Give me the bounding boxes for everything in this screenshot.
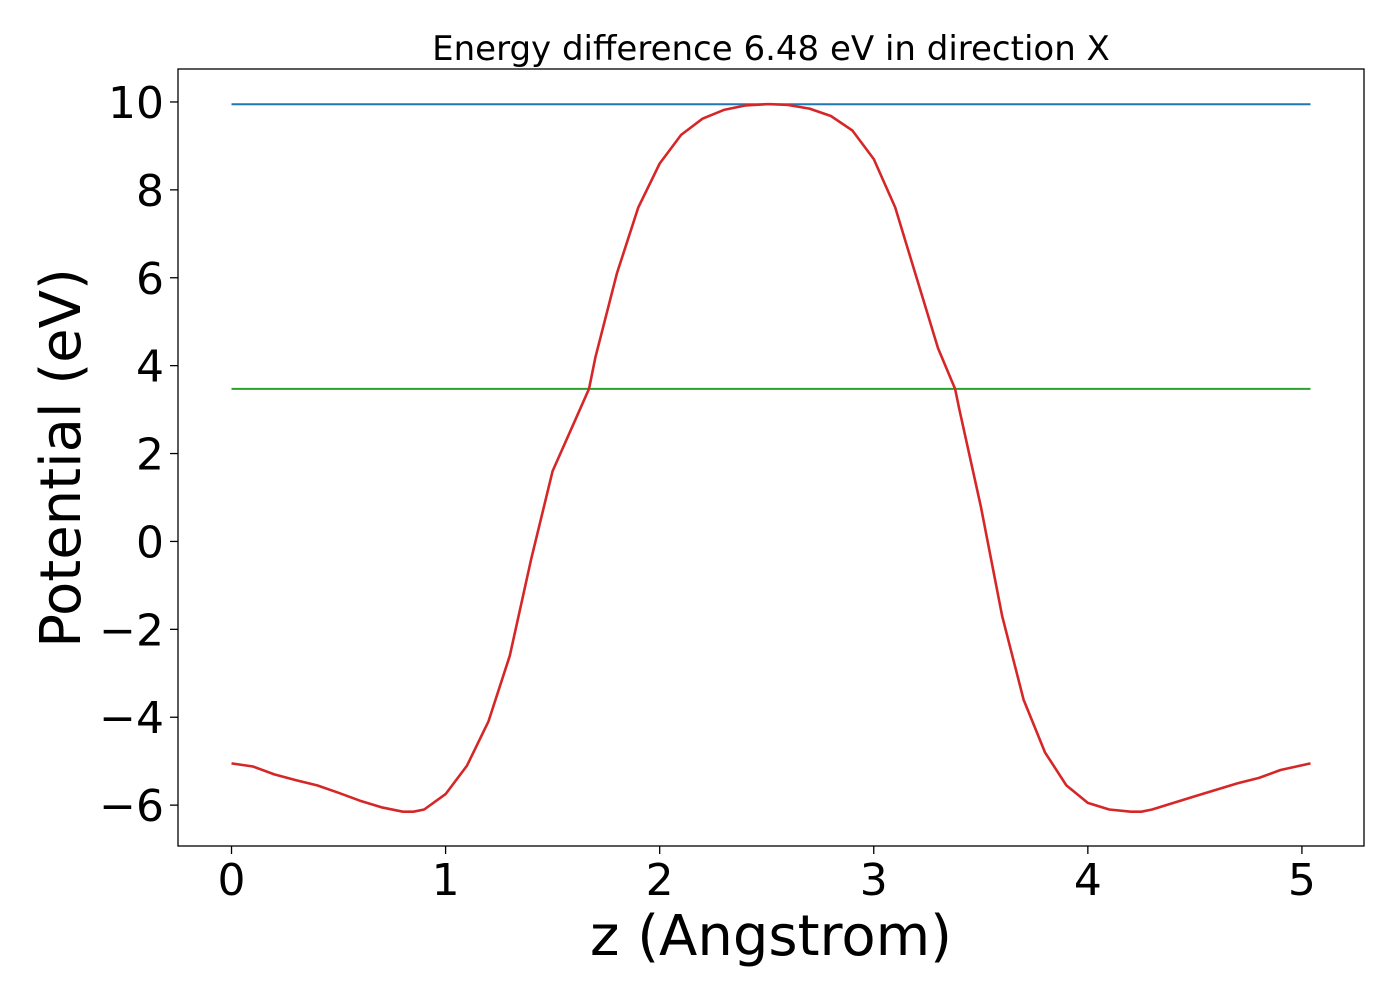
y-axis-label: Potential (eV) xyxy=(29,268,94,648)
x-tick-label: 1 xyxy=(432,855,460,906)
y-tick-label: −4 xyxy=(99,693,164,744)
y-tick-label: −6 xyxy=(99,781,164,832)
y-tick-label: 8 xyxy=(136,166,164,217)
series-line-2 xyxy=(231,102,1311,814)
x-tick-label: 2 xyxy=(646,855,674,906)
chart-title: Energy difference 6.48 eV in direction X xyxy=(432,29,1110,69)
x-axis-label: z (Angstrom) xyxy=(590,904,952,969)
y-tick-label: 4 xyxy=(136,342,164,393)
x-tick-label: 0 xyxy=(218,855,246,906)
x-tick-label: 5 xyxy=(1288,855,1316,906)
x-tick-label: 4 xyxy=(1074,855,1102,906)
y-tick-label: 2 xyxy=(136,430,164,481)
x-axis: 0 1 2 3 4 5 xyxy=(218,846,1316,906)
y-tick-label: 10 xyxy=(108,78,164,129)
y-tick-label: 6 xyxy=(136,254,164,305)
y-tick-label: 0 xyxy=(136,517,164,568)
y-axis: −6 −4 −2 0 2 4 6 8 10 xyxy=(99,78,178,832)
plot-lines xyxy=(231,102,1311,814)
y-tick-label: −2 xyxy=(99,605,164,656)
x-tick-label: 3 xyxy=(860,855,888,906)
plot-area-frame xyxy=(177,68,1365,847)
